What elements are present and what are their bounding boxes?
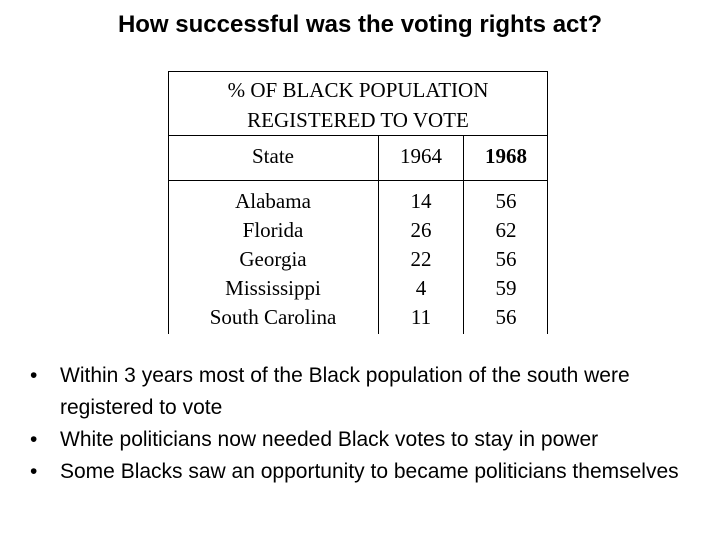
table-border-left [168,71,169,334]
table-column-divider-2 [463,135,464,334]
table-heading-line-2: REGISTERED TO VOTE [247,108,469,132]
table-cell-state: Alabama [235,189,311,213]
table-cell-1968: 62 [495,218,517,242]
table-column-divider-1 [378,135,379,334]
table-cell-state: South Carolina [209,305,337,329]
table-cell-1964: 4 [415,276,427,300]
table-cell-1964: 22 [410,247,432,271]
bullet-item: • White politicians now needed Black vot… [30,424,700,456]
bullet-marker: • [30,428,38,451]
table-heading-line-1: % OF BLACK POPULATION [227,78,489,102]
state-column: Alabama Florida Georgia Mississippi Sout… [168,187,378,332]
bullet-item: • Some Blacks saw an opportunity to beca… [30,456,700,488]
page-title: How successful was the voting rights act… [117,11,603,38]
year-1968-column: 56 62 56 59 56 [464,187,548,332]
bullet-item: • Within 3 years most of the Black popul… [30,360,700,424]
table-border-top [168,71,548,72]
table-border-right [547,71,548,334]
table-cell-1968: 56 [495,247,517,271]
table-cell-1964: 14 [410,189,432,213]
table-cell-1968: 56 [495,189,517,213]
year-1964-column: 14 26 22 4 11 [378,187,464,332]
bullet-text: Some Blacks saw an opportunity to became… [60,460,679,483]
bullet-list: • Within 3 years most of the Black popul… [30,360,700,488]
table-cell-1964: 26 [410,218,432,242]
bullet-text: Within 3 years most of the Black populat… [60,364,630,419]
table-column-header-divider [168,180,548,181]
table-cell-1968: 59 [495,276,517,300]
column-header-1968: 1968 [485,144,527,168]
column-header-state: State [252,144,294,168]
table-cell-state: Mississippi [225,276,321,300]
table-cell-state: Georgia [239,247,307,271]
bullet-text: White politicians now needed Black votes… [60,428,599,451]
table-cell-state: Florida [242,218,304,242]
column-header-1964: 1964 [400,144,442,168]
table-cell-1964: 11 [410,305,432,329]
table-cell-1968: 56 [495,305,517,329]
bullet-marker: • [30,364,38,387]
table-heading: % OF BLACK POPULATION REGISTERED TO VOTE [168,75,548,135]
bullet-marker: • [30,460,38,483]
table-header-divider [168,135,548,136]
registration-table: % OF BLACK POPULATION REGISTERED TO VOTE… [168,71,548,334]
